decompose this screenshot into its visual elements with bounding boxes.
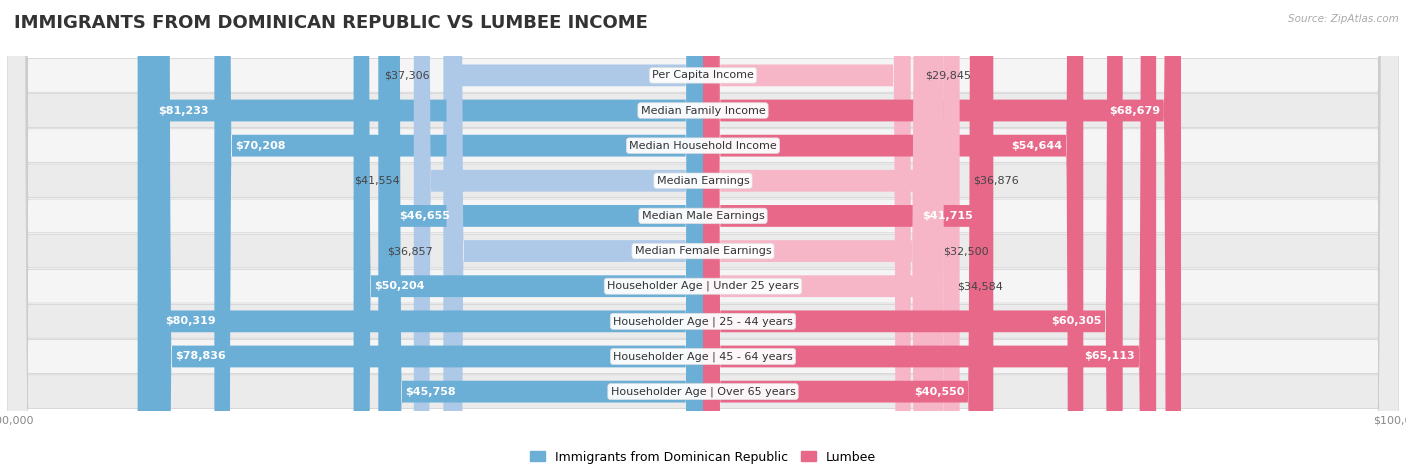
FancyBboxPatch shape [7, 0, 1399, 467]
FancyBboxPatch shape [447, 0, 703, 467]
FancyBboxPatch shape [703, 0, 1123, 467]
FancyBboxPatch shape [7, 0, 1399, 467]
Text: Median Female Earnings: Median Female Earnings [634, 246, 772, 256]
FancyBboxPatch shape [155, 0, 703, 467]
FancyBboxPatch shape [703, 0, 960, 467]
FancyBboxPatch shape [703, 0, 1181, 467]
Text: $78,836: $78,836 [176, 352, 226, 361]
FancyBboxPatch shape [7, 0, 1399, 467]
Text: Median Family Income: Median Family Income [641, 106, 765, 115]
Text: $68,679: $68,679 [1109, 106, 1160, 115]
Text: $37,306: $37,306 [384, 71, 429, 80]
Text: IMMIGRANTS FROM DOMINICAN REPUBLIC VS LUMBEE INCOME: IMMIGRANTS FROM DOMINICAN REPUBLIC VS LU… [14, 14, 648, 32]
Text: $34,584: $34,584 [957, 281, 1004, 291]
FancyBboxPatch shape [7, 0, 1399, 467]
Text: $36,876: $36,876 [973, 176, 1019, 186]
FancyBboxPatch shape [443, 0, 703, 467]
Text: $41,554: $41,554 [354, 176, 399, 186]
Text: Householder Age | 45 - 64 years: Householder Age | 45 - 64 years [613, 351, 793, 362]
FancyBboxPatch shape [703, 0, 1156, 467]
Text: Median Household Income: Median Household Income [628, 141, 778, 151]
FancyBboxPatch shape [7, 0, 1399, 467]
FancyBboxPatch shape [7, 0, 1399, 467]
Text: $60,305: $60,305 [1052, 316, 1102, 326]
Text: Householder Age | Over 65 years: Householder Age | Over 65 years [610, 386, 796, 397]
FancyBboxPatch shape [703, 0, 1083, 467]
Text: $29,845: $29,845 [925, 71, 970, 80]
FancyBboxPatch shape [143, 0, 703, 467]
Text: $41,715: $41,715 [922, 211, 973, 221]
FancyBboxPatch shape [413, 0, 703, 467]
Text: Householder Age | 25 - 44 years: Householder Age | 25 - 44 years [613, 316, 793, 326]
FancyBboxPatch shape [703, 0, 993, 467]
Text: $81,233: $81,233 [159, 106, 209, 115]
Text: $36,857: $36,857 [387, 246, 433, 256]
FancyBboxPatch shape [7, 0, 1399, 467]
Text: $46,655: $46,655 [399, 211, 450, 221]
Text: $40,550: $40,550 [914, 387, 965, 396]
FancyBboxPatch shape [7, 0, 1399, 467]
FancyBboxPatch shape [7, 0, 1399, 467]
Text: $54,644: $54,644 [1011, 141, 1063, 151]
FancyBboxPatch shape [138, 0, 703, 467]
Text: $80,319: $80,319 [165, 316, 215, 326]
FancyBboxPatch shape [703, 0, 986, 467]
FancyBboxPatch shape [378, 0, 703, 467]
Text: $70,208: $70,208 [235, 141, 285, 151]
Text: Median Male Earnings: Median Male Earnings [641, 211, 765, 221]
Text: $45,758: $45,758 [405, 387, 456, 396]
FancyBboxPatch shape [703, 0, 911, 467]
Text: $32,500: $32,500 [943, 246, 988, 256]
FancyBboxPatch shape [214, 0, 703, 467]
Text: Householder Age | Under 25 years: Householder Age | Under 25 years [607, 281, 799, 291]
FancyBboxPatch shape [384, 0, 703, 467]
Text: Median Earnings: Median Earnings [657, 176, 749, 186]
Legend: Immigrants from Dominican Republic, Lumbee: Immigrants from Dominican Republic, Lumb… [524, 446, 882, 467]
Text: $50,204: $50,204 [374, 281, 425, 291]
Text: Per Capita Income: Per Capita Income [652, 71, 754, 80]
FancyBboxPatch shape [7, 0, 1399, 467]
Text: $65,113: $65,113 [1084, 352, 1135, 361]
FancyBboxPatch shape [703, 0, 943, 467]
Text: Source: ZipAtlas.com: Source: ZipAtlas.com [1288, 14, 1399, 24]
FancyBboxPatch shape [353, 0, 703, 467]
FancyBboxPatch shape [703, 0, 929, 467]
